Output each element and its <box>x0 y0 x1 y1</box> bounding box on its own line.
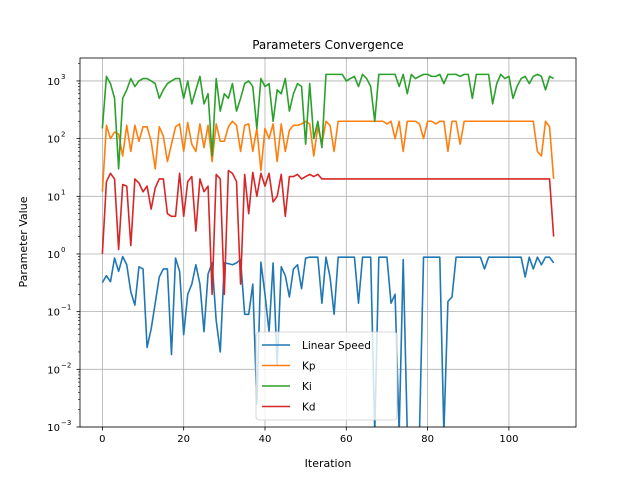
series-lines <box>101 73 555 427</box>
legend-label-3: Kd <box>302 402 316 414</box>
x-axis-ticks: 0 20 40 60 80 100 <box>99 427 518 445</box>
y-tick-exponent: 3 <box>61 73 65 81</box>
x-tick-label: 0 <box>99 434 105 445</box>
grid-lines <box>80 58 576 428</box>
y-axis-label: Parameter Value <box>17 196 30 287</box>
series-line-1 <box>101 120 555 192</box>
y-tick-label: 10 <box>47 77 60 88</box>
y-tick-exponent: 1 <box>61 188 65 196</box>
x-tick-label: 20 <box>177 434 190 445</box>
legend-label-1: Kp <box>302 361 316 373</box>
x-axis-label: Iteration <box>305 457 352 470</box>
series-line-2 <box>101 73 555 170</box>
y-tick-label: 10 <box>47 308 60 319</box>
y-tick-exponent: −2 <box>61 361 71 369</box>
y-tick-exponent: 0 <box>61 246 65 254</box>
legend-label-0: Linear Speed <box>302 340 371 352</box>
series-line-0 <box>101 255 555 427</box>
chart-title: Parameters Convergence <box>252 38 404 52</box>
y-tick-label: 10 <box>47 423 60 434</box>
y-tick-exponent: 2 <box>61 131 65 139</box>
legend-label-2: Ki <box>302 381 312 393</box>
x-tick-label: 100 <box>499 434 518 445</box>
series-line-3 <box>101 169 555 296</box>
legend: Linear Speed Kp Ki Kd <box>255 331 398 421</box>
y-tick-label: 10 <box>47 250 60 261</box>
y-tick-label: 10 <box>47 365 60 376</box>
x-tick-label: 80 <box>421 434 434 445</box>
y-tick-label: 10 <box>47 135 60 146</box>
y-tick-label: 10 <box>47 192 60 203</box>
x-tick-label: 60 <box>340 434 353 445</box>
y-tick-exponent: −1 <box>61 304 71 312</box>
y-tick-exponent: −3 <box>61 419 71 427</box>
axes-frame <box>79 57 577 428</box>
x-tick-label: 40 <box>259 434 272 445</box>
legend-box <box>255 331 398 421</box>
